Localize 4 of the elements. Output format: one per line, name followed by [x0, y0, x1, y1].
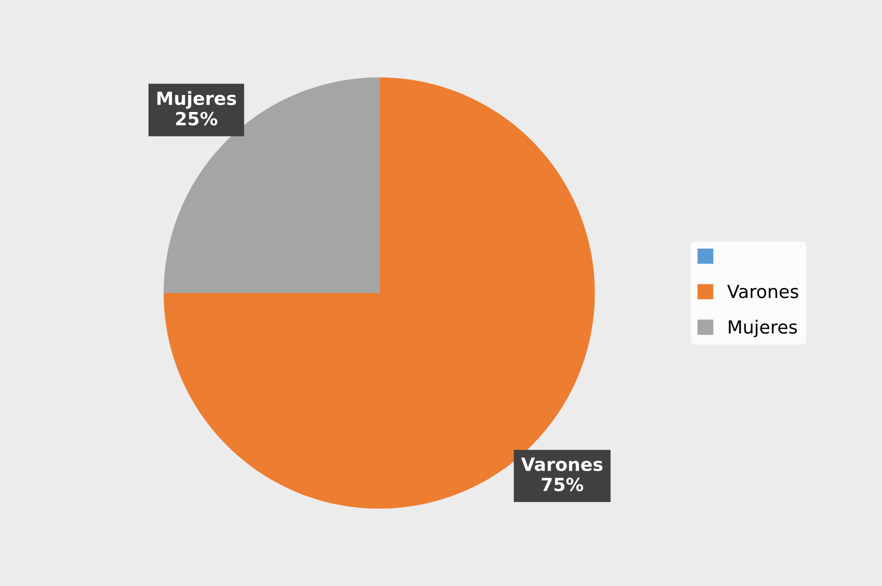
legend-label: Mujeres — [728, 320, 797, 338]
legend-label: Varones — [727, 284, 798, 298]
data-label: Mujeres 25% — [157, 91, 236, 126]
data-label: Varones 75% — [521, 458, 603, 492]
